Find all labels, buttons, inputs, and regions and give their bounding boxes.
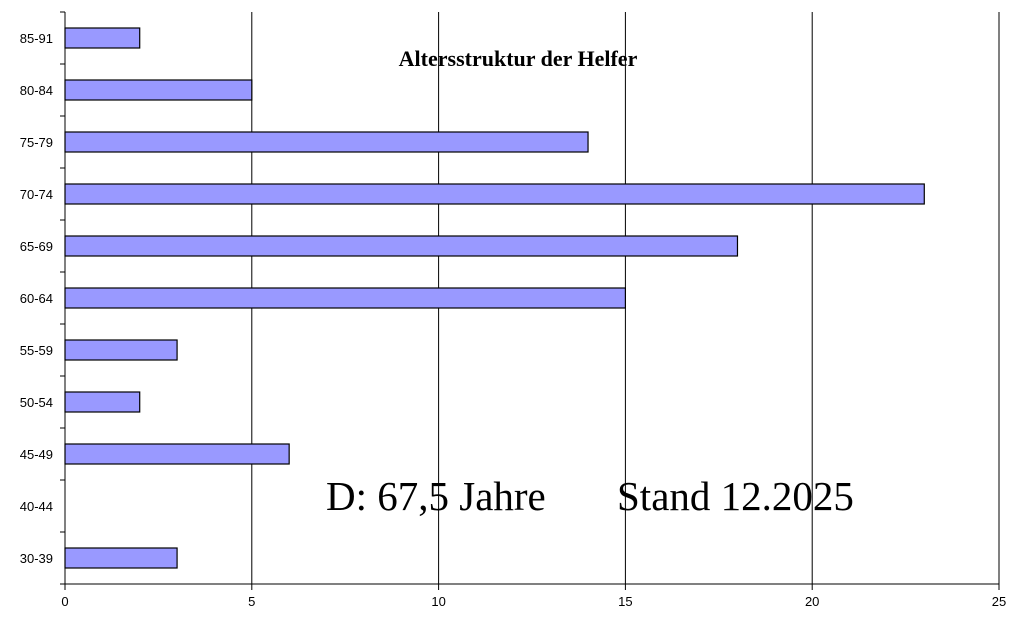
chart-title: Altersstruktur der Helfer [399, 46, 638, 71]
y-tick-label: 85-91 [20, 31, 53, 46]
x-tick-label: 25 [992, 594, 1006, 609]
y-tick-label: 70-74 [20, 187, 53, 202]
axes [60, 11, 1000, 590]
y-tick-label: 65-69 [20, 239, 53, 254]
y-tick-label: 80-84 [20, 83, 53, 98]
x-tick-label: 0 [61, 594, 68, 609]
date-annotation: Stand 12.2025 [617, 473, 854, 519]
bar-60-64 [64, 287, 627, 309]
bar-55-59 [64, 339, 178, 361]
x-tick-label: 20 [805, 594, 819, 609]
x-tick-label: 10 [431, 594, 445, 609]
bar-65-69 [64, 235, 739, 257]
y-tick-label: 50-54 [20, 395, 53, 410]
bar-30-39 [64, 547, 178, 569]
y-tick-labels: 30-39 40-44 45-49 50-54 55-59 60-64 65-69 70-74… [20, 31, 53, 566]
bar-85-91 [64, 27, 141, 49]
x-tick-labels: 0 5 10 15 20 25 [61, 594, 1006, 609]
y-tick-label: 75-79 [20, 135, 53, 150]
bar-50-54 [64, 391, 141, 413]
y-tick-label: 30-39 [20, 551, 53, 566]
bar-75-79 [64, 131, 589, 153]
y-tick-label: 45-49 [20, 447, 53, 462]
y-tick-label: 60-64 [20, 291, 53, 306]
bar-70-74 [64, 183, 925, 205]
x-tick-label: 15 [618, 594, 632, 609]
y-tick-label: 40-44 [20, 499, 53, 514]
y-tick-label: 55-59 [20, 343, 53, 358]
x-tick-label: 5 [248, 594, 255, 609]
bar-45-49 [64, 443, 290, 465]
bars [64, 27, 925, 569]
bar-80-84 [64, 79, 253, 101]
average-age-annotation: D: 67,5 Jahre [326, 473, 546, 519]
